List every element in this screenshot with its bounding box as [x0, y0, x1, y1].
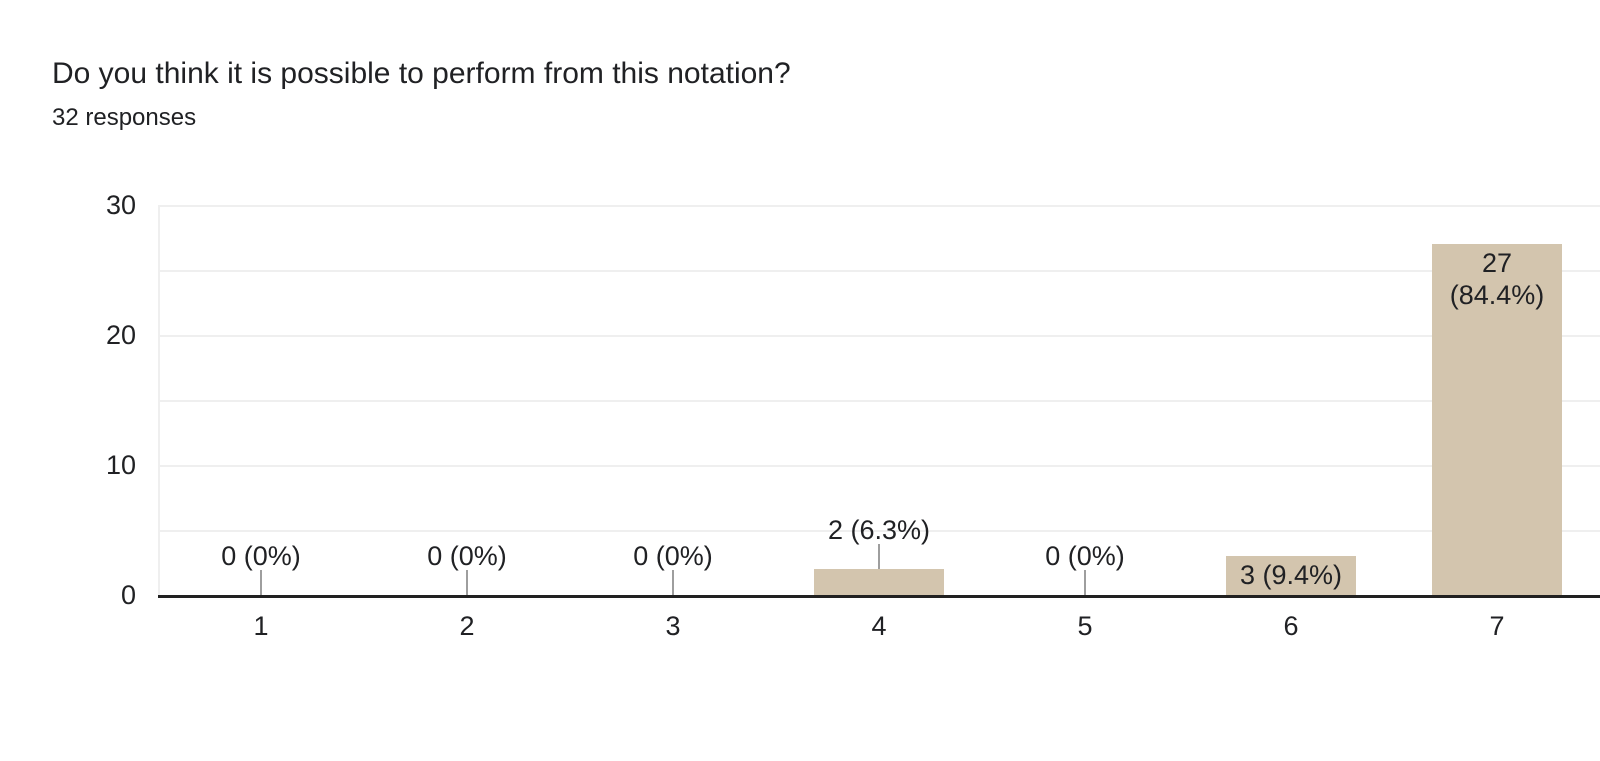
- bar-value-label: 0 (0%): [1045, 541, 1125, 571]
- response-count: 32 responses: [52, 104, 197, 131]
- x-axis-tick-label: 2: [459, 611, 475, 641]
- bar-value-label: 27 (84.4%): [1449, 248, 1545, 310]
- label-stem-line: [672, 570, 674, 595]
- label-stem-line: [260, 570, 262, 595]
- gridline: [158, 530, 1600, 532]
- gridline: [158, 465, 1600, 467]
- label-stem-line: [466, 570, 468, 595]
- x-axis-tick-label: 5: [1077, 611, 1093, 641]
- bar-value-label: 0 (0%): [427, 541, 507, 571]
- x-axis-tick-label: 4: [871, 611, 887, 641]
- bar-value-label: 0 (0%): [633, 541, 713, 571]
- bar[interactable]: [1432, 244, 1562, 595]
- y-axis-tick-label: 20: [105, 320, 136, 350]
- gridline: [158, 400, 1600, 402]
- x-axis-baseline: [158, 595, 1600, 598]
- y-axis-tick-label: 30: [105, 190, 136, 220]
- bar-value-label: 0 (0%): [221, 541, 301, 571]
- label-stem-line: [878, 544, 880, 569]
- x-axis-tick-label: 1: [253, 611, 269, 641]
- x-axis-tick-label: 6: [1283, 611, 1299, 641]
- y-axis-tick-label: 10: [105, 450, 136, 480]
- bar[interactable]: [814, 569, 944, 595]
- bar-value-label: 3 (9.4%): [1239, 560, 1343, 590]
- bar-value-label: 2 (6.3%): [827, 515, 931, 545]
- x-axis-tick-label: 3: [665, 611, 681, 641]
- gridline: [158, 270, 1600, 272]
- gridline: [158, 335, 1600, 337]
- plot-left-border: [158, 205, 160, 595]
- label-stem-line: [1084, 570, 1086, 595]
- y-axis-tick-label: 0: [120, 580, 136, 610]
- question-title: Do you think it is possible to perform f…: [52, 57, 791, 90]
- bar[interactable]: [1226, 556, 1356, 595]
- x-axis-tick-label: 7: [1489, 611, 1505, 641]
- gridline: [158, 205, 1600, 207]
